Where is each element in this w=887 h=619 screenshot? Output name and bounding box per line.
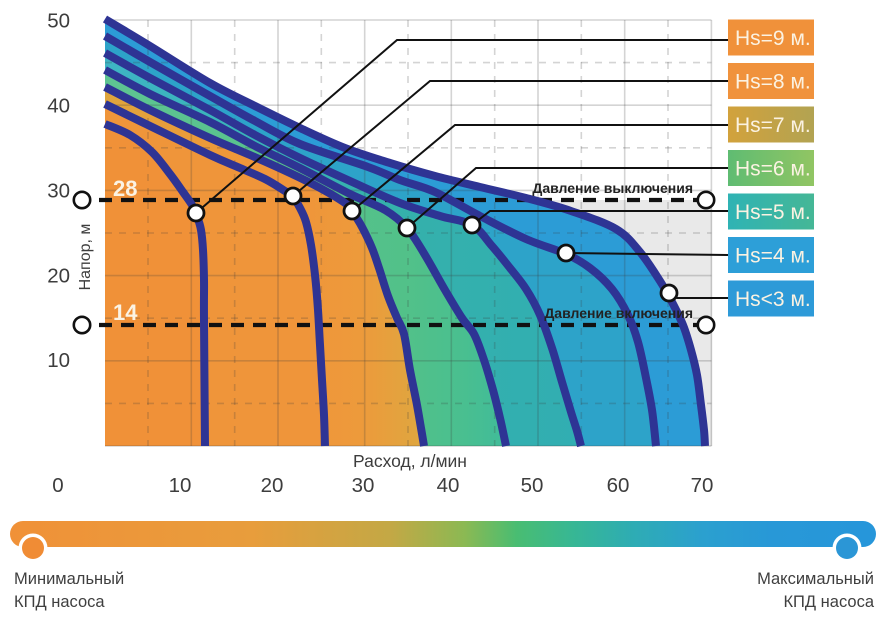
svg-text:30: 30 <box>352 474 375 497</box>
svg-text:70: 70 <box>691 474 714 497</box>
svg-text:20: 20 <box>261 474 284 497</box>
svg-text:Hs=9 м.: Hs=9 м. <box>735 27 811 50</box>
svg-text:50: 50 <box>521 474 544 497</box>
svg-text:14: 14 <box>113 300 138 325</box>
svg-text:60: 60 <box>607 474 630 497</box>
svg-text:40: 40 <box>437 474 460 497</box>
svg-text:0: 0 <box>52 474 63 497</box>
svg-text:Hs=4 м.: Hs=4 м. <box>735 245 811 268</box>
svg-text:10: 10 <box>169 474 192 497</box>
svg-text:Максимальный: Максимальный <box>757 570 874 588</box>
svg-text:КПД насоса: КПД насоса <box>783 593 874 611</box>
svg-text:50: 50 <box>47 10 70 33</box>
svg-text:30: 30 <box>47 180 70 203</box>
svg-text:Hs=8 м.: Hs=8 м. <box>735 71 811 94</box>
svg-text:40: 40 <box>47 95 70 118</box>
svg-text:10: 10 <box>47 349 70 372</box>
svg-text:КПД насоса: КПД насоса <box>14 593 105 611</box>
svg-text:Расход, л/мин: Расход, л/мин <box>353 451 467 471</box>
svg-text:28: 28 <box>113 176 137 201</box>
svg-text:Минимальный: Минимальный <box>14 570 124 588</box>
svg-text:Hs=5 м.: Hs=5 м. <box>735 201 811 224</box>
svg-text:Hs<3 м.: Hs<3 м. <box>735 288 811 311</box>
svg-text:Напор, м: Напор, м <box>77 224 94 291</box>
svg-text:Hs=7 м.: Hs=7 м. <box>735 114 811 137</box>
svg-text:20: 20 <box>47 265 70 288</box>
svg-text:Давление включения: Давление включения <box>544 305 693 321</box>
svg-text:Hs=6 м.: Hs=6 м. <box>735 158 811 181</box>
svg-text:Давление выключения: Давление выключения <box>532 180 693 196</box>
